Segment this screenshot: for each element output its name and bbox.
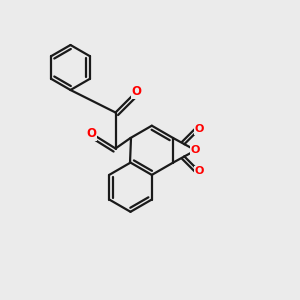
- Text: O: O: [195, 124, 204, 134]
- Text: O: O: [191, 145, 200, 155]
- Text: O: O: [195, 167, 204, 176]
- Text: O: O: [86, 127, 97, 140]
- Text: O: O: [131, 85, 142, 98]
